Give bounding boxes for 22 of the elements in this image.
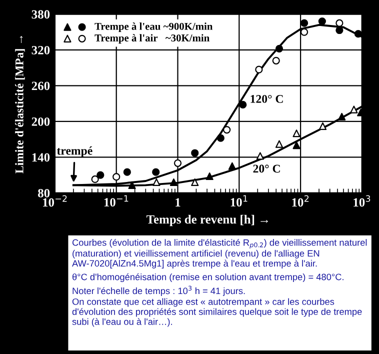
text: Courbes (évolution de la limite d'élasticité R$_{p0.2}$) de vieillissement naturel (maturation) et vieillissement artificiel (revenu) de l'alliage EN AW-7020[AlZn4.5Mg1] après trempe à l'eau et trempe à l'air. [72,238,367,268]
legend-label: Trempe à l'eau ~900K/min [94,22,213,32]
x-tick-label: 10$^{−1}$ [104,195,128,207]
text: On constate que cet alliage est « autotrempant » car les courbes d'évolution des propriétés sont similaires quelque soit le type de trempe subi (à l'eau ou à l'air…). [72,298,362,327]
x-axis-title: Temps de revenu [h] → [146,214,268,226]
y-axis-title: Limite d'élasticité [MPa] → [15,36,25,174]
text: θ°C d'homogénéisation (remise en solution avant trempe) = 480°C. [72,273,344,282]
annotation: trempé [56,146,92,158]
y-tick-label: 200 [32,117,50,126]
y-tick-label: 80 [38,188,50,198]
x-tick-label: 10$^{2}$ [292,195,309,207]
x-tick-label: 10$^{1}$ [230,195,248,207]
legend-label: Trempe à l'air ~30K/min [94,34,210,44]
x-tick-label: 10$^{3}$ [354,195,370,207]
annotation: 120° C [250,94,283,103]
x-tick-label: 1 [176,198,180,206]
y-tick-label: 380 [32,10,50,19]
text: Noter l'échelle de temps : 10$^{3}$ h = 41 jours. [72,286,245,296]
annotation: 20° C [253,164,280,173]
y-tick-label: 320 [32,46,50,54]
y-tick-label: 140 [32,153,50,162]
y-tick-label: 260 [32,82,50,90]
